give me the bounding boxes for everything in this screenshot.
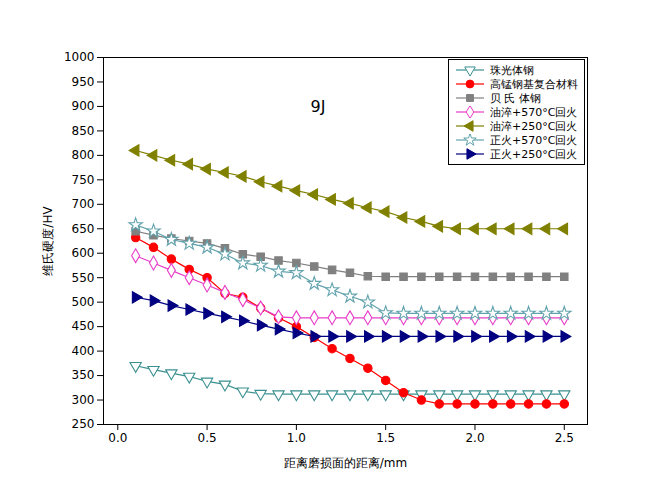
svg-text:800: 800	[72, 148, 95, 162]
svg-text:1000: 1000	[64, 50, 95, 64]
svg-text:550: 550	[72, 271, 95, 285]
html-text:高锰钢基复合材料: 高锰钢基复合材料	[490, 77, 578, 91]
svg-text:600: 600	[72, 246, 95, 260]
svg-text:0.5: 0.5	[198, 431, 217, 445]
svg-text:2.0: 2.0	[465, 431, 484, 445]
svg-text:2.5: 2.5	[555, 431, 574, 445]
svg-text:1.0: 1.0	[287, 431, 306, 445]
svg-text:0.0: 0.0	[108, 431, 127, 445]
html-text:油淬+250°C回火: 油淬+250°C回火	[490, 119, 578, 133]
svg-text:950: 950	[72, 75, 95, 89]
svg-text:850: 850	[72, 124, 95, 138]
svg-text:350: 350	[72, 368, 95, 382]
svg-text:650: 650	[72, 222, 95, 236]
svg-text:1.5: 1.5	[376, 431, 395, 445]
html-text:正火+570°C回火: 正火+570°C回火	[490, 133, 578, 147]
svg-text:400: 400	[72, 344, 95, 358]
svg-text:300: 300	[72, 393, 95, 407]
svg-text:900: 900	[72, 99, 95, 113]
html-text:正火+250°C回火: 正火+250°C回火	[490, 147, 578, 161]
html-text:贝 氏 体钢: 贝 氏 体钢	[490, 91, 541, 105]
html-text:油淬+570°C回火: 油淬+570°C回火	[490, 105, 578, 119]
svg-text:250: 250	[72, 417, 95, 431]
svg-text:750: 750	[72, 173, 95, 187]
svg-text:维氏硬度/HV: 维氏硬度/HV	[41, 206, 55, 276]
html-text:珠光体钢: 珠光体钢	[490, 63, 534, 77]
svg-text:距离磨损面的距离/mm: 距离磨损面的距离/mm	[284, 456, 407, 470]
svg-text:500: 500	[72, 295, 95, 309]
svg-text:9J: 9J	[311, 97, 326, 116]
svg-text:450: 450	[72, 319, 95, 333]
svg-text:700: 700	[72, 197, 95, 211]
